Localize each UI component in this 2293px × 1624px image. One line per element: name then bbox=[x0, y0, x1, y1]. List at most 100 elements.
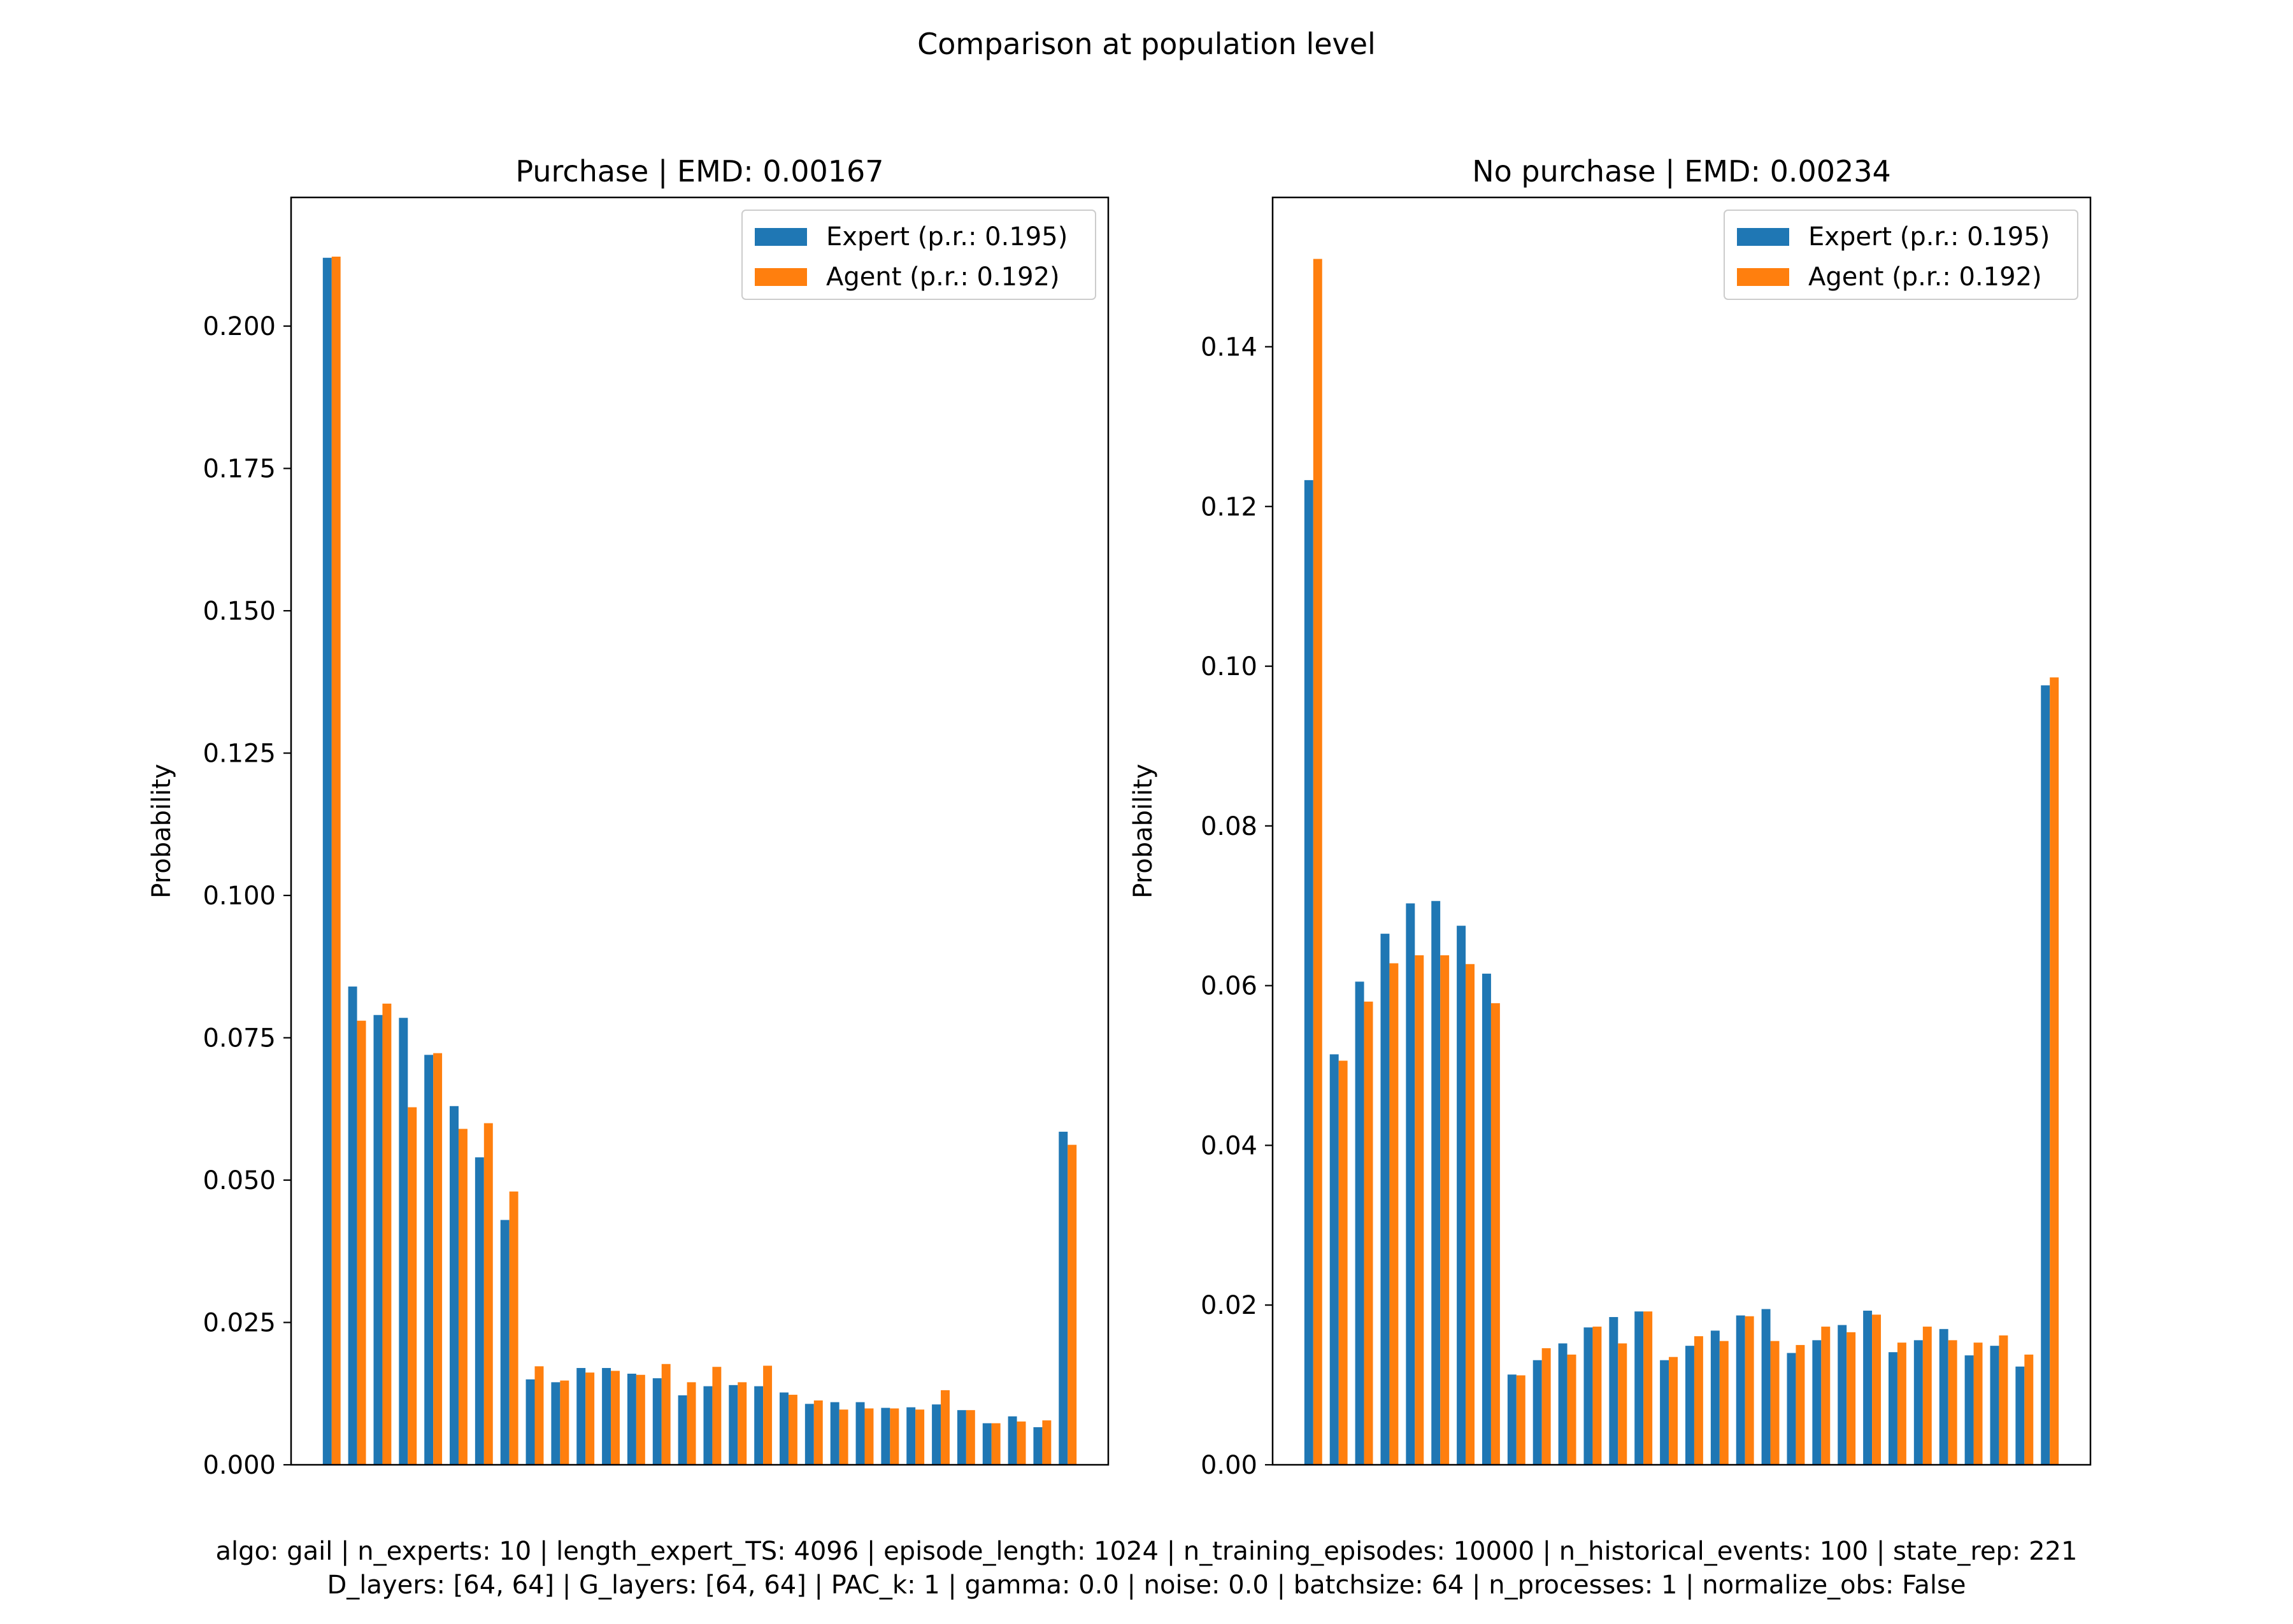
no-purchase-agent-bar-26 bbox=[1973, 1343, 1983, 1465]
purchase-axes-frame bbox=[290, 196, 1110, 1466]
no-purchase-expert-bar-7 bbox=[1482, 973, 1491, 1465]
purchase-expert-bar-29 bbox=[1059, 1132, 1068, 1465]
no-purchase-expert-bar-29 bbox=[2041, 685, 2050, 1465]
purchase-agent-bar-2 bbox=[382, 1003, 392, 1465]
no-purchase-agent-bar-1 bbox=[1338, 1060, 1348, 1465]
purchase-agent-bar-16 bbox=[738, 1382, 747, 1465]
no-purchase-ytick-label-0: 0.00 bbox=[1201, 1451, 1257, 1480]
purchase-expert-bar-20 bbox=[830, 1402, 839, 1465]
no-purchase-legend-swatch-expert bbox=[1737, 228, 1789, 246]
no-purchase-expert-bar-10 bbox=[1558, 1343, 1568, 1465]
purchase-agent-bar-4 bbox=[433, 1053, 443, 1465]
purchase-agent-bar-25 bbox=[966, 1410, 975, 1465]
purchase-agent-bar-8 bbox=[534, 1366, 544, 1465]
no-purchase-agent-bar-12 bbox=[1618, 1343, 1627, 1465]
purchase-subplot: Purchase | EMD: 0.00167 0.000 0.025 0.050 0.… bbox=[147, 154, 1110, 1480]
purchase-agent-bar-15 bbox=[712, 1367, 722, 1465]
no-purchase-legend-label-expert: Expert (p.r.: 0.195) bbox=[1808, 222, 2050, 252]
purchase-expert-bar-5 bbox=[450, 1106, 459, 1465]
purchase-expert-bar-21 bbox=[855, 1402, 865, 1465]
purchase-expert-bar-7 bbox=[500, 1220, 510, 1465]
no-purchase-agent-bar-23 bbox=[1897, 1343, 1906, 1465]
no-purchase-expert-bar-21 bbox=[1838, 1325, 1847, 1465]
purchase-agent-bar-29 bbox=[1068, 1144, 1077, 1465]
no-purchase-agent-bar-29 bbox=[2050, 677, 2059, 1465]
no-purchase-agent-bar-17 bbox=[1745, 1316, 1754, 1465]
no-purchase-agent-bar-19 bbox=[1796, 1344, 1805, 1465]
purchase-agent-bar-27 bbox=[1017, 1421, 1026, 1465]
purchase-legend-label-agent: Agent (p.r.: 0.192) bbox=[826, 262, 1060, 292]
no-purchase-agent-bar-16 bbox=[1719, 1341, 1729, 1465]
no-purchase-expert-bar-20 bbox=[1812, 1340, 1822, 1465]
no-purchase-axes-frame bbox=[1271, 196, 2092, 1466]
purchase-expert-bar-13 bbox=[652, 1378, 662, 1465]
purchase-ytick-label-0: 0.000 bbox=[203, 1451, 276, 1480]
purchase-agent-bar-14 bbox=[687, 1382, 696, 1465]
no-purchase-expert-bar-1 bbox=[1329, 1054, 1339, 1465]
no-purchase-expert-bar-16 bbox=[1710, 1330, 1720, 1465]
purchase-agent-bar-19 bbox=[813, 1400, 823, 1465]
purchase-agent-bar-28 bbox=[1042, 1420, 1052, 1465]
no-purchase-agent-bar-24 bbox=[1922, 1327, 1932, 1465]
purchase-expert-bar-10 bbox=[576, 1368, 586, 1465]
no-purchase-expert-bar-5 bbox=[1431, 901, 1441, 1465]
purchase-expert-bar-27 bbox=[1008, 1416, 1017, 1465]
purchase-agent-bar-6 bbox=[483, 1123, 493, 1465]
no-purchase-expert-bar-27 bbox=[1990, 1346, 1999, 1465]
no-purchase-expert-bar-14 bbox=[1660, 1360, 1669, 1465]
purchase-expert-bar-22 bbox=[881, 1407, 890, 1465]
no-purchase-agent-bar-2 bbox=[1364, 1001, 1373, 1465]
purchase-ylabel: Probability bbox=[147, 764, 176, 898]
purchase-agent-bar-0 bbox=[331, 256, 341, 1465]
purchase-agent-bar-22 bbox=[890, 1408, 899, 1465]
purchase-agent-bar-13 bbox=[661, 1364, 671, 1465]
no-purchase-expert-bar-17 bbox=[1736, 1315, 1745, 1465]
purchase-expert-bar-0 bbox=[322, 257, 332, 1465]
no-purchase-agent-bar-18 bbox=[1770, 1341, 1780, 1465]
purchase-agent-bar-1 bbox=[357, 1020, 366, 1465]
no-purchase-expert-bar-24 bbox=[1913, 1340, 1923, 1465]
no-purchase-expert-bar-28 bbox=[2015, 1366, 2025, 1465]
purchase-agent-bar-5 bbox=[458, 1129, 468, 1465]
purchase-agent-bar-10 bbox=[585, 1372, 595, 1465]
purchase-expert-bar-24 bbox=[932, 1404, 941, 1465]
no-purchase-agent-bar-9 bbox=[1541, 1348, 1551, 1465]
no-purchase-legend-box bbox=[1724, 210, 2078, 300]
purchase-expert-bar-19 bbox=[804, 1404, 814, 1465]
figure-suptitle: Comparison at population level bbox=[917, 27, 1376, 61]
purchase-agent-bar-7 bbox=[509, 1191, 518, 1465]
purchase-expert-bar-6 bbox=[475, 1157, 484, 1465]
no-purchase-agent-bar-10 bbox=[1567, 1354, 1576, 1465]
purchase-legend-label-expert: Expert (p.r.: 0.195) bbox=[826, 222, 1068, 252]
purchase-agent-bar-23 bbox=[915, 1409, 925, 1465]
purchase-ytick-label-6: 0.150 bbox=[203, 597, 276, 626]
purchase-chart-title: Purchase | EMD: 0.00167 bbox=[515, 154, 883, 189]
no-purchase-expert-bar-9 bbox=[1532, 1360, 1542, 1465]
purchase-ytick-label-8: 0.200 bbox=[203, 312, 276, 341]
purchase-expert-bar-12 bbox=[627, 1373, 636, 1465]
purchase-ytick-label-4: 0.100 bbox=[203, 881, 276, 911]
no-purchase-agent-bar-7 bbox=[1490, 1003, 1500, 1465]
purchase-expert-bar-18 bbox=[780, 1392, 789, 1465]
no-purchase-agent-bar-3 bbox=[1389, 963, 1399, 1465]
no-purchase-expert-bar-22 bbox=[1863, 1310, 1873, 1465]
purchase-ytick-label-1: 0.025 bbox=[203, 1309, 276, 1338]
no-purchase-ytick-label-7: 0.14 bbox=[1201, 332, 1257, 362]
no-purchase-ylabel: Probability bbox=[1129, 764, 1158, 898]
purchase-ytick-label-2: 0.050 bbox=[203, 1166, 276, 1195]
purchase-expert-bar-4 bbox=[424, 1055, 434, 1465]
no-purchase-expert-bar-6 bbox=[1457, 925, 1466, 1465]
purchase-legend-box bbox=[741, 210, 1096, 300]
no-purchase-agent-bar-0 bbox=[1313, 259, 1322, 1465]
no-purchase-agent-bar-13 bbox=[1643, 1311, 1653, 1465]
no-purchase-expert-bar-0 bbox=[1304, 480, 1313, 1465]
figure-footer-line2: D_layers: [64, 64] | G_layers: [64, 64] … bbox=[327, 1571, 1966, 1600]
purchase-expert-bar-11 bbox=[602, 1368, 611, 1465]
purchase-expert-bar-25 bbox=[957, 1410, 966, 1465]
no-purchase-legend-label-agent: Agent (p.r.: 0.192) bbox=[1808, 262, 2042, 292]
no-purchase-agent-bar-27 bbox=[1999, 1335, 2008, 1465]
no-purchase-agent-bar-8 bbox=[1516, 1375, 1525, 1465]
no-purchase-agent-bar-5 bbox=[1440, 955, 1450, 1465]
purchase-expert-bar-28 bbox=[1033, 1427, 1043, 1465]
